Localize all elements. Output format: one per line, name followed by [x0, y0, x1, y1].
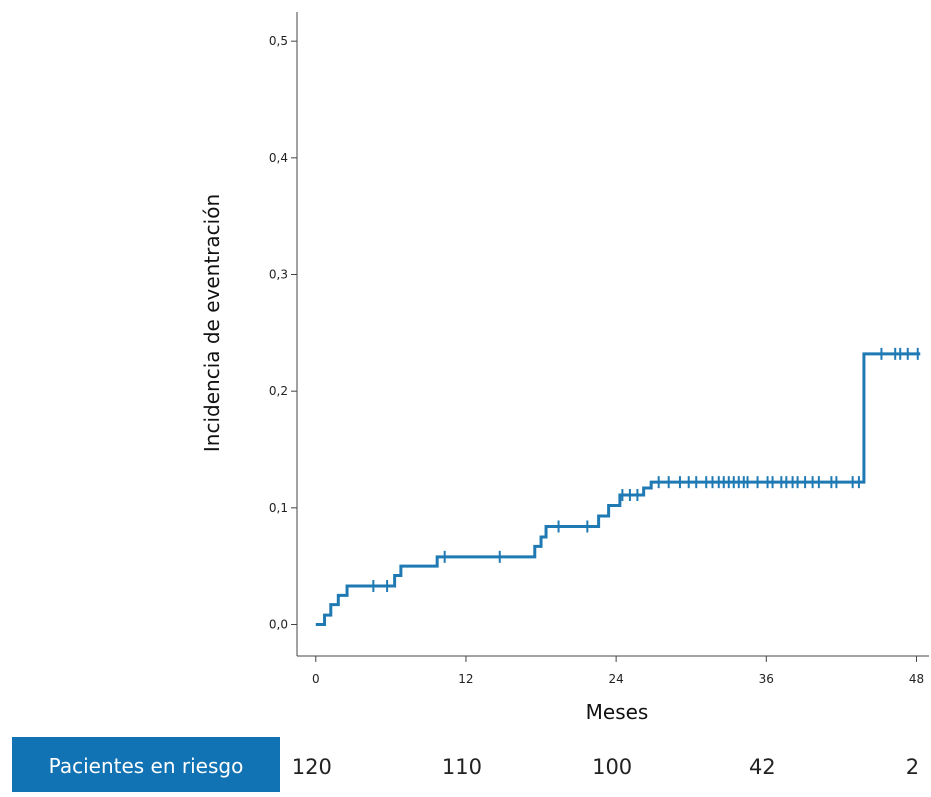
x-axis-label: Meses — [586, 700, 649, 724]
risk-table-label-background — [12, 737, 280, 793]
risk-table-value: 120 — [292, 755, 332, 779]
risk-table-value: 42 — [749, 755, 776, 779]
y-tick-label: 0,1 — [269, 501, 288, 515]
risk-table-label: Pacientes en riesgo — [49, 754, 244, 778]
y-tick-label: 0,3 — [269, 268, 288, 282]
y-tick-label: 0,0 — [269, 618, 288, 632]
plot-area — [315, 347, 921, 626]
y-tick-label: 0,4 — [269, 151, 288, 165]
y-tick-label: 0,5 — [269, 34, 288, 48]
risk-table-value: 110 — [442, 755, 482, 779]
x-tick-label: 36 — [759, 672, 774, 686]
risk-table-value: 100 — [592, 755, 632, 779]
y-tick-label: 0,2 — [269, 384, 288, 398]
incidence-step-line — [315, 352, 921, 626]
x-tick-label: 48 — [909, 672, 924, 686]
x-tick-label: 12 — [458, 672, 473, 686]
risk-table-value: 2 — [906, 755, 919, 779]
axes: 0,0 0,1 0,2 0,3 0,4 0,5 0 12 24 36 48 — [269, 12, 929, 686]
risk-table: Pacientes en riesgo 120 110 100 42 2 — [12, 737, 919, 793]
x-tick-label: 24 — [608, 672, 623, 686]
x-tick-label: 0 — [312, 672, 320, 686]
y-axis-label: Incidencia de eventración — [200, 194, 224, 452]
